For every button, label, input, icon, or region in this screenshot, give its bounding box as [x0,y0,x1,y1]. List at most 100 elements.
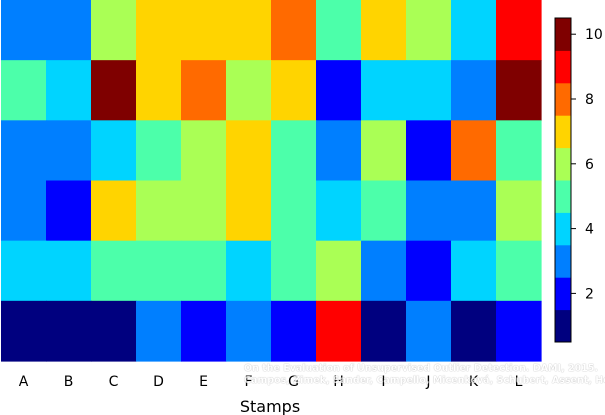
heatmap-cell-I-row3 [361,120,407,182]
heatmap-cell-F-row5 [226,240,272,302]
heatmap-cell-H-row1 [316,0,362,61]
heatmap-cell-K-row2 [451,60,497,121]
heatmap-cell-J-row6 [406,300,452,362]
colorbar-tick-label-8: 8 [585,92,594,108]
x-tick-label-E: E [199,374,208,390]
heatmap-cell-G-row4 [271,180,317,242]
x-tick-label-F: F [244,374,252,390]
x-tick-labels: A B C D E F G H I J K L [19,374,523,390]
colorbar-segment-8 [555,82,571,116]
heatmap-cell-D-row6 [136,300,182,362]
x-tick-label-H: H [333,374,344,390]
heatmap-cell-A-row4 [1,180,47,242]
heatmap-cell-I-row4 [361,180,407,242]
x-tick-label-D: D [153,374,164,390]
heatmap-cell-F-row3 [226,120,272,182]
heatmap-cell-C-row5 [91,240,137,302]
heatmap-cell-J-row4 [406,180,452,242]
heatmap-cell-I-row1 [361,0,407,61]
credit-line-1: On the Evaluation of Unsupervised Outlie… [244,363,599,374]
colorbar-segment-6 [555,147,571,181]
colorbar-tick-label-2: 2 [585,286,594,302]
heatmap-cell-L-row3 [496,120,542,182]
heatmap-cell-H-row5 [316,240,362,302]
heatmap-cell-L-row5 [496,240,542,302]
colorbar-segment-4 [555,212,571,246]
heatmap-cell-B-row6 [46,300,92,362]
heatmap-cell-B-row2 [46,60,92,121]
x-tick-label-J: J [425,374,430,390]
heatmap-cell-L-row1 [496,0,542,61]
heatmap-cell-G-row5 [271,240,317,302]
colorbar-tick-label-10: 10 [585,27,603,43]
heatmap-cell-J-row2 [406,60,452,121]
colorbar-segment-7 [555,115,571,149]
heatmap-cell-C-row4 [91,180,137,242]
colorbar-segment-5 [555,180,571,213]
heatmap-cell-I-row5 [361,240,407,302]
heatmap-cell-F-row6 [226,300,272,362]
heatmap-cell-I-row2 [361,60,407,121]
colorbar-frame [554,17,572,343]
heatmap-cell-E-row2 [181,60,227,121]
heatmap-cell-G-row1 [271,0,317,61]
heatmap-cell-F-row2 [226,60,272,121]
x-tick-label-B: B [64,374,74,390]
heatmap-cell-G-row2 [271,60,317,121]
heatmap-cell-L-row6 [496,300,542,362]
heatmap-cell-A-row5 [1,240,47,302]
credit-line-2: Campos, Zimek, Sander, Campello, Micenko… [244,375,605,386]
heatmap-cell-E-row1 [181,0,227,61]
x-tick-label-L: L [515,374,523,390]
heatmap-cell-G-row6 [271,300,317,362]
colorbar-segment-1 [555,309,571,343]
heatmap-cell-B-row4 [46,180,92,242]
colorbar-segment-2 [555,277,571,311]
heatmap-cell-D-row5 [136,240,182,302]
heatmap-cell-E-row5 [181,240,227,302]
heatmap-cell-E-row6 [181,300,227,362]
heatmap-cell-A-row6 [1,300,47,362]
heatmap-cell-C-row2 [91,60,137,121]
heatmap-cell-B-row3 [46,120,92,182]
x-tick-label-I: I [381,374,385,390]
colorbar-tick-label-4: 4 [585,222,594,238]
colorbar-segment-10 [555,18,571,51]
heatmap-cell-K-row5 [451,240,497,302]
heatmap-cell-K-row4 [451,180,497,242]
heatmap-cell-D-row4 [136,180,182,242]
heatmap-cell-F-row1 [226,0,272,61]
heatmap-cell-K-row3 [451,120,497,182]
heatmap-cell-A-row2 [1,60,47,121]
heatmap-cell-L-row2 [496,60,542,121]
heatmap-cell-D-row1 [136,0,182,61]
heatmap-cell-K-row6 [451,300,497,362]
heatmap-cell-A-row3 [1,120,47,182]
heatmap-cells [1,0,542,362]
colorbar-segment-3 [555,244,571,278]
heatmap-cell-D-row3 [136,120,182,182]
heatmap-cell-J-row5 [406,240,452,302]
colorbar-tick-label-6: 6 [585,157,594,173]
x-tick-label-C: C [109,374,119,390]
x-tick-label-G: G [288,374,299,390]
heatmap-cell-H-row3 [316,120,362,182]
colorbar-segment-9 [555,50,571,84]
x-tick-label-K: K [469,374,479,390]
heatmap-cell-B-row5 [46,240,92,302]
x-tick-label-A: A [19,374,29,390]
heatmap-cell-K-row1 [451,0,497,61]
heatmap-cell-H-row6 [316,300,362,362]
heatmap-cell-E-row4 [181,180,227,242]
heatmap-cell-J-row3 [406,120,452,182]
colorbar: 2 4 6 8 10 [554,17,603,343]
heatmap-cell-H-row4 [316,180,362,242]
heatmap-cell-J-row1 [406,0,452,61]
heatmap-cell-C-row6 [91,300,137,362]
heatmap-cell-H-row2 [316,60,362,121]
heatmap-cell-L-row4 [496,180,542,242]
heatmap-cell-G-row3 [271,120,317,182]
x-axis-title: Stamps [240,397,300,415]
heatmap-cell-C-row1 [91,0,137,61]
